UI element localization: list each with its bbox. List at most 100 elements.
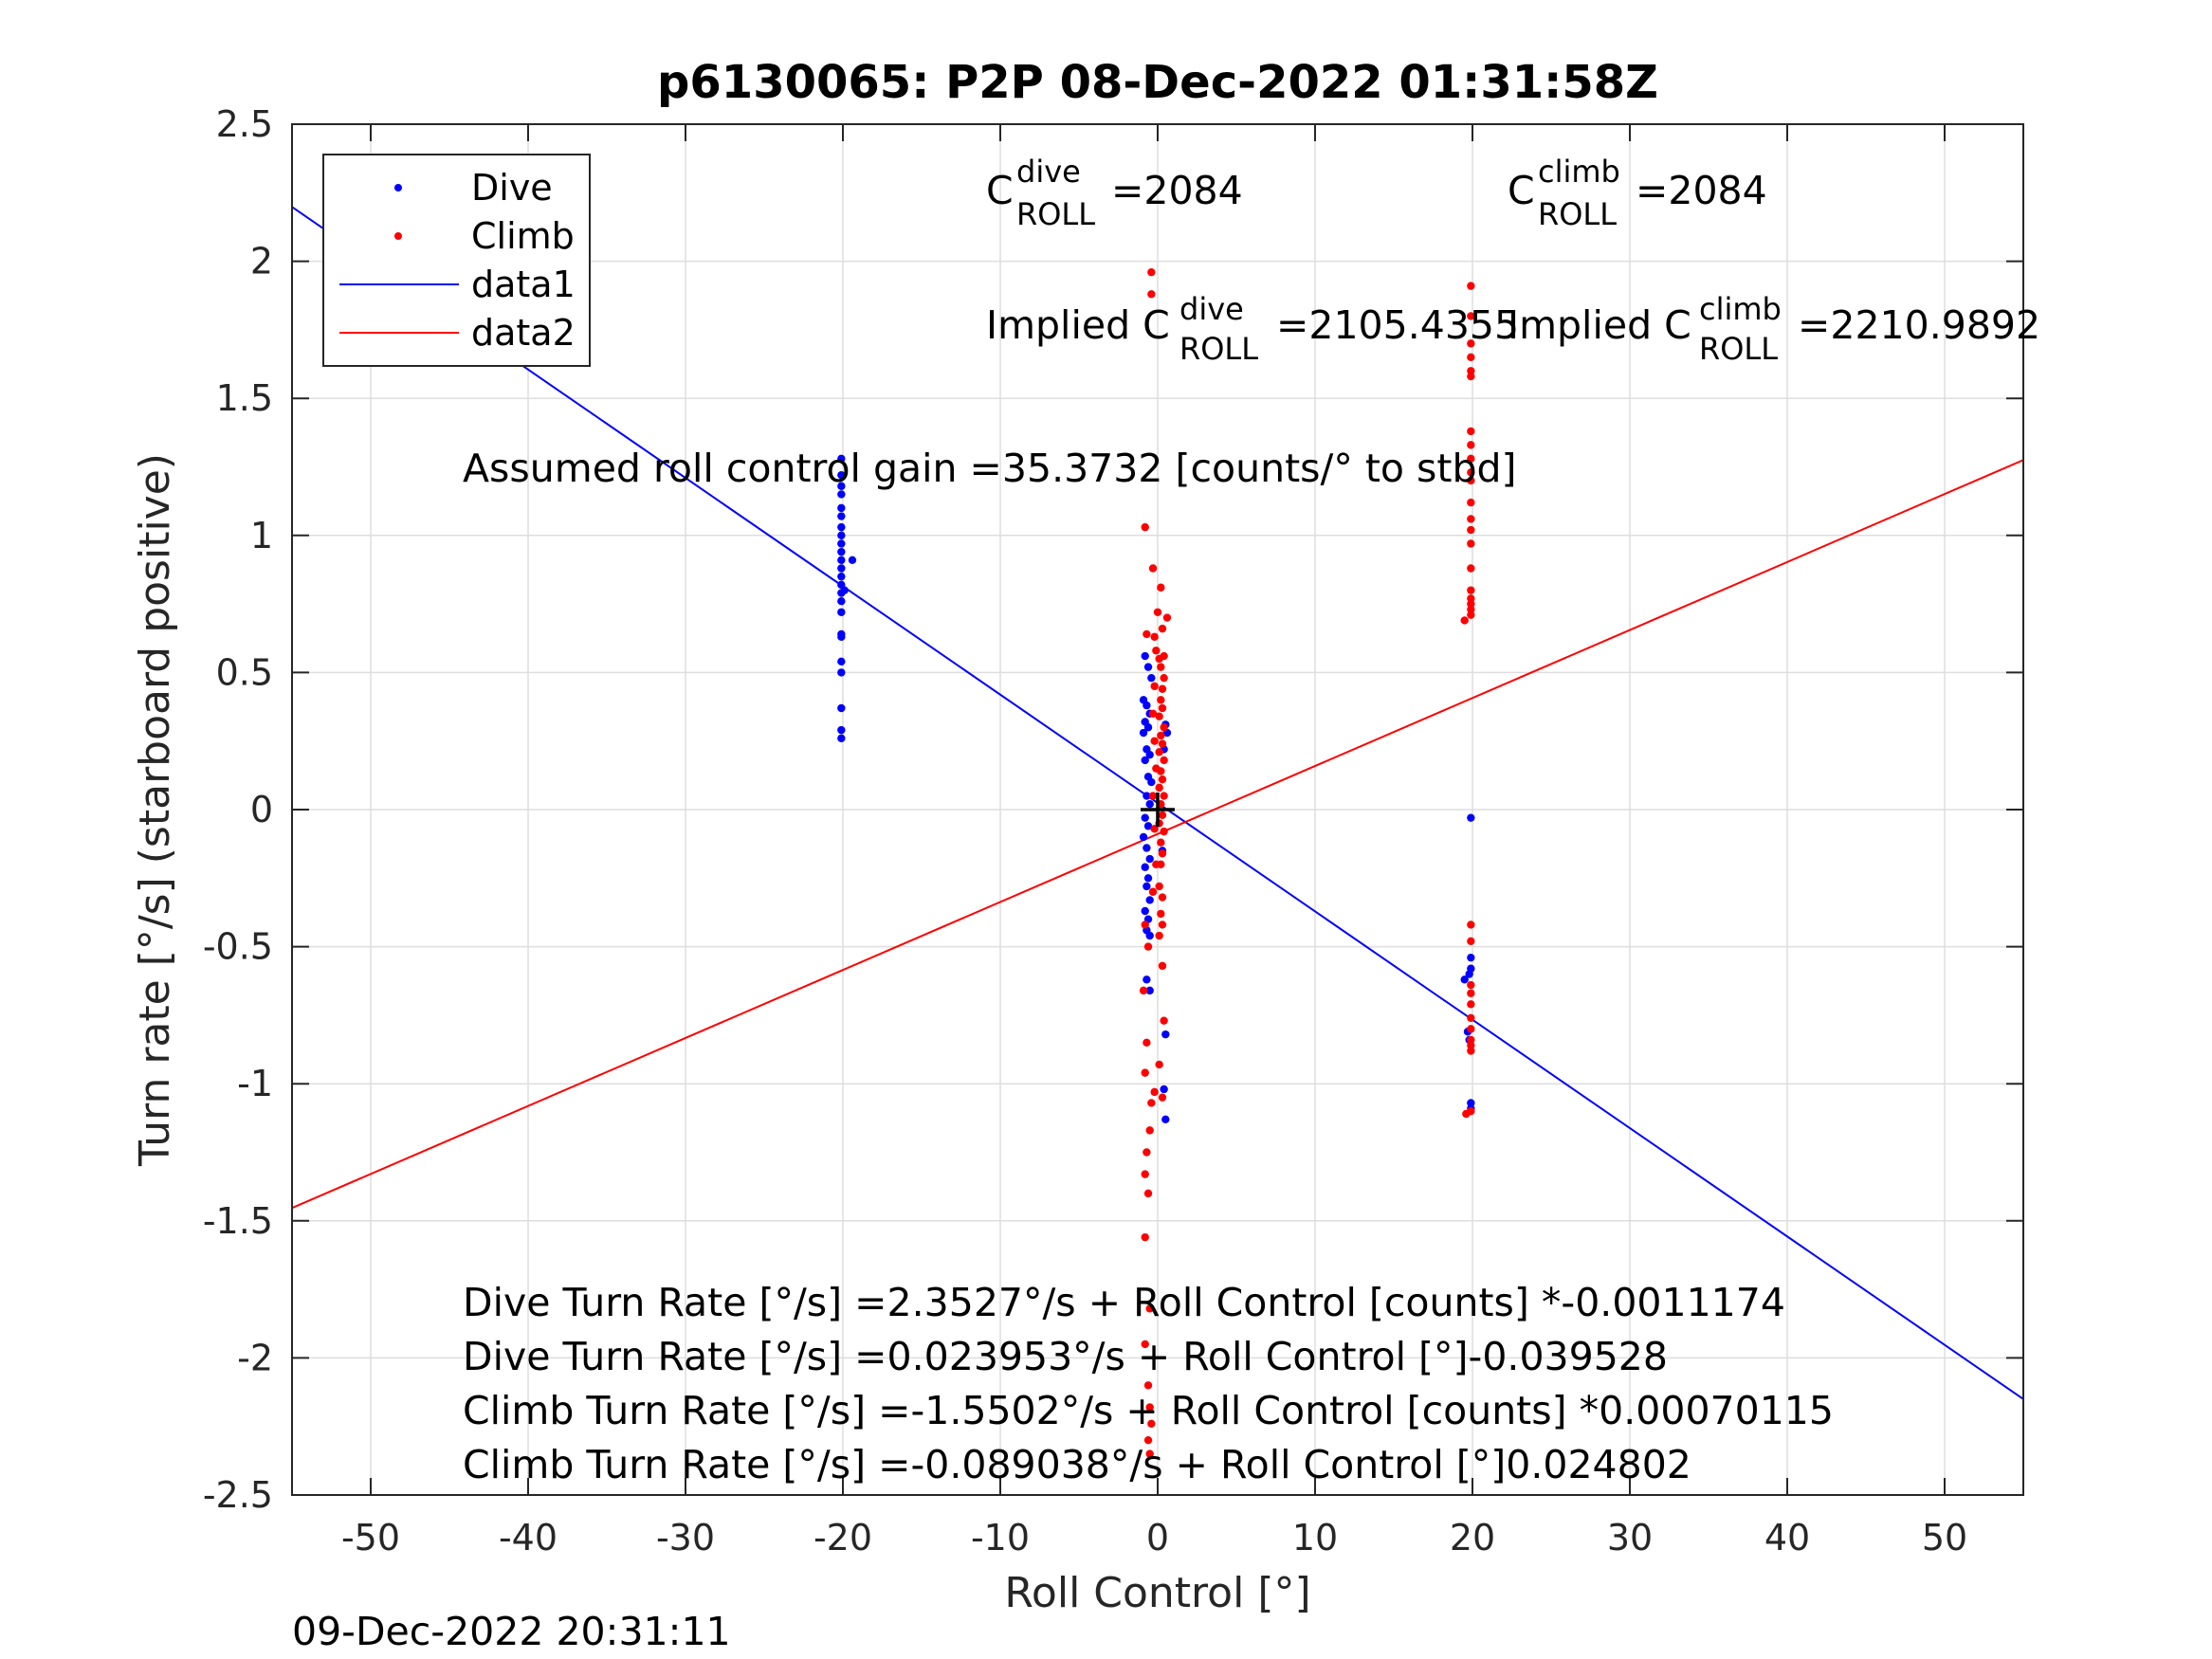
climb-point [1467,498,1475,507]
climb-point [1143,1038,1151,1048]
y-tick-label: -1.5 [203,1200,273,1242]
climb-point [1467,564,1475,573]
climb-point [1160,1016,1168,1025]
annotation-fit-3: Climb Turn Rate [°/s] =-1.5502°/s + Roll… [463,1388,1834,1433]
legend-marker-climb [394,232,402,240]
climb-point [1467,372,1475,381]
climb-point [1467,282,1475,290]
x-tick-label: -30 [656,1517,715,1559]
dive-point [1143,663,1153,671]
climb-point [1467,921,1475,929]
climb-point [1467,476,1475,485]
dive-point [1460,975,1469,984]
dive-point [837,703,846,713]
legend-label-dive: Dive [471,167,553,209]
x-tick-label: -40 [499,1517,558,1559]
climb-point [1160,756,1168,765]
svg-text:ROLL: ROLL [1699,331,1778,367]
climb-point [1148,709,1158,718]
climb-point [1143,942,1153,951]
dive-point [848,556,857,565]
climb-point [1158,849,1167,858]
climb-point [1467,937,1475,946]
dive-point [1141,756,1149,765]
y-tick-label: 1 [250,515,273,556]
climb-point [1467,594,1475,603]
dive-point [1160,1085,1168,1094]
center-marker [1141,793,1175,827]
climb-point [1467,454,1475,464]
x-tick-label: 0 [1146,1517,1169,1559]
climb-point [1467,468,1475,477]
dive-point [1143,975,1151,984]
annotation-fit-2: Dive Turn Rate [°/s] =0.023953°/s + Roll… [463,1334,1668,1379]
climb-point [1141,1340,1149,1349]
dive-point [837,490,846,499]
climb-point [1467,539,1475,548]
climb-point [1160,673,1168,683]
climb-point [1155,882,1163,891]
legend-label-data1: data1 [471,264,576,305]
dive-point [1141,863,1149,871]
svg-text:=2084: =2084 [1111,168,1243,213]
climb-point [1158,775,1167,784]
dive-point [1141,651,1149,661]
dive-point [837,539,846,548]
x-tick-label: 10 [1292,1517,1338,1559]
climb-point [1148,564,1158,573]
dive-point [837,597,846,606]
svg-text:Implied C: Implied C [986,302,1170,348]
dive-point [1143,844,1151,852]
dive-point [837,522,846,532]
dive-point [837,725,846,735]
dive-point [840,586,849,594]
y-tick-label: 1.5 [216,377,273,419]
y-tick-label: 0 [250,789,273,830]
climb-point [1467,353,1475,362]
dive-point [1143,822,1153,830]
svg-text:climb: climb [1538,154,1620,190]
climb-point [1152,860,1161,869]
dive-point [1147,673,1156,683]
dive-point [837,668,846,677]
climb-point [1467,367,1475,375]
dive-point [1467,813,1475,822]
dive-point [1145,800,1154,809]
climb-point [1467,1025,1475,1033]
chart-title: p6130065: P2P 08-Dec-2022 01:31:58Z [657,56,1658,109]
dive-point [837,572,846,581]
climb-point [1467,1041,1475,1049]
climb-point [1158,921,1167,929]
climb-point [1467,1000,1475,1009]
climb-point [1467,1047,1475,1055]
climb-point [1160,827,1168,836]
svg-text:C: C [986,168,1014,213]
climb-point [1155,748,1163,757]
dive-point [837,470,846,480]
climb-point [1145,1126,1154,1135]
legend-box [322,154,591,367]
fit-line-data2 [292,459,2023,1210]
dive-point [837,454,846,464]
legend: Dive Climb data1 data2 [322,154,591,367]
climb-point [1150,825,1159,833]
climb-point [1143,1435,1153,1445]
x-tick-label: 40 [1764,1517,1810,1559]
x-tick-label: 30 [1607,1517,1653,1559]
climb-point [1155,654,1163,664]
dive-point [1143,723,1153,732]
dive-point [1467,953,1475,962]
climb-point [1160,723,1168,732]
dive-point [1161,1115,1170,1123]
x-tick-labels: -50 -40 -30 -20 -10 0 10 20 30 40 50 [341,1517,1967,1559]
x-tick-label: 20 [1450,1517,1495,1559]
climb-point [1147,290,1156,299]
climb-point [1145,1304,1154,1313]
tick-marks [292,123,2023,1496]
climb-point [1145,1403,1154,1412]
climb-point [1155,712,1163,720]
climb-point [1148,887,1158,896]
y-tick-label: 2 [250,241,273,283]
svg-text:dive: dive [1016,154,1081,190]
climb-point [1467,980,1475,990]
